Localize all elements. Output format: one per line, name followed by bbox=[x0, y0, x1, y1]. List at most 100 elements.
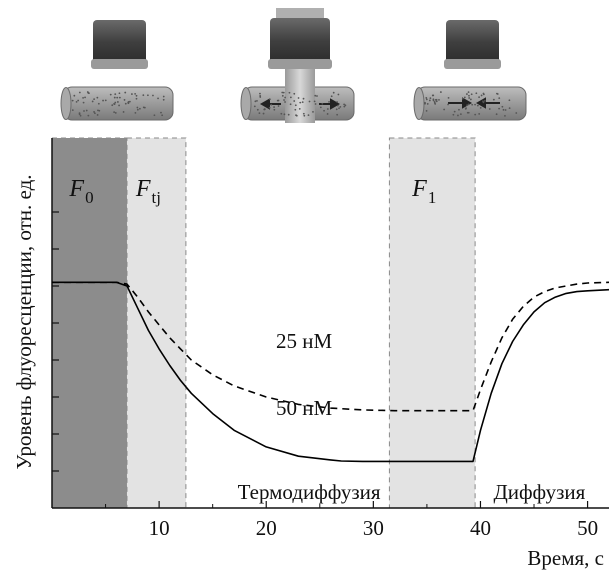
molecule-dot bbox=[483, 99, 486, 102]
molecule-dot bbox=[515, 112, 518, 114]
molecule-dot bbox=[273, 108, 276, 111]
molecule-dot bbox=[433, 101, 436, 104]
molecule-dot bbox=[298, 107, 301, 110]
capillary-icon bbox=[60, 86, 174, 121]
molecule-dot bbox=[308, 100, 311, 103]
molecule-dot bbox=[434, 98, 437, 101]
molecule-dot bbox=[85, 109, 88, 112]
molecule-dot bbox=[336, 101, 338, 103]
molecule-dot bbox=[498, 107, 501, 110]
molecule-dot bbox=[91, 100, 94, 103]
stage-illustration-3 bbox=[413, 20, 527, 121]
molecule-dot bbox=[458, 108, 460, 111]
molecule-dot bbox=[424, 101, 426, 104]
molecule-dot bbox=[482, 92, 485, 95]
molecule-dot bbox=[268, 98, 271, 101]
molecule-dot bbox=[75, 100, 78, 103]
molecule-dot bbox=[335, 108, 338, 111]
molecule-dot bbox=[73, 94, 76, 97]
molecule-dot bbox=[282, 91, 285, 94]
molecule-dot bbox=[495, 113, 498, 116]
molecule-dot bbox=[109, 93, 112, 96]
molecule-dot bbox=[343, 103, 346, 106]
molecule-dot bbox=[498, 97, 501, 100]
molecule-dot bbox=[337, 93, 340, 96]
molecule-dot bbox=[152, 94, 154, 97]
x-tick-label: 20 bbox=[256, 516, 277, 540]
molecule-dot bbox=[124, 91, 127, 94]
molecule-dot bbox=[114, 112, 117, 114]
molecule-dot bbox=[496, 93, 499, 95]
molecule-dot bbox=[97, 109, 99, 112]
molecule-dot bbox=[113, 111, 116, 114]
molecule-dot bbox=[307, 114, 310, 117]
molecule-dot bbox=[332, 91, 335, 94]
molecule-dots bbox=[71, 91, 518, 117]
molecule-dot bbox=[447, 103, 449, 106]
molecule-dot bbox=[299, 101, 302, 104]
molecule-dot bbox=[474, 113, 477, 116]
molecule-dot bbox=[114, 93, 117, 96]
molecule-dot bbox=[502, 108, 505, 111]
molecule-dot bbox=[102, 99, 104, 102]
molecule-dot bbox=[142, 106, 145, 109]
molecule-dot bbox=[113, 102, 115, 105]
molecule-dot bbox=[431, 94, 434, 97]
molecule-dot bbox=[504, 109, 507, 111]
molecule-dot bbox=[439, 91, 442, 93]
molecule-dot bbox=[281, 91, 284, 94]
molecule-dot bbox=[288, 91, 291, 94]
molecule-dot bbox=[336, 113, 339, 116]
molecule-dot bbox=[293, 100, 296, 102]
molecule-dot bbox=[294, 108, 297, 111]
molecule-dot bbox=[482, 101, 485, 104]
molecule-dot bbox=[452, 113, 455, 116]
molecule-dot bbox=[488, 108, 491, 110]
molecule-dot bbox=[284, 101, 286, 103]
molecule-dot bbox=[153, 114, 156, 117]
molecule-dot bbox=[504, 114, 506, 117]
molecule-dot bbox=[161, 114, 164, 117]
molecule-dot bbox=[476, 104, 479, 107]
molecule-dot bbox=[122, 111, 125, 113]
molecule-dot bbox=[116, 101, 119, 103]
molecule-dot bbox=[128, 100, 131, 103]
molecule-dot bbox=[478, 113, 481, 115]
molecule-dot bbox=[323, 109, 325, 112]
phase-label-thermodiffusion: Термодиффузия bbox=[238, 480, 381, 504]
molecule-dot bbox=[79, 114, 82, 117]
molecule-dot bbox=[83, 110, 85, 112]
molecule-dot bbox=[312, 111, 314, 113]
x-tick-label: 10 bbox=[149, 516, 170, 540]
molecule-dot bbox=[256, 108, 259, 111]
molecule-dot bbox=[273, 106, 275, 108]
molecule-dot bbox=[96, 96, 99, 99]
molecule-dot bbox=[478, 96, 480, 99]
molecule-dot bbox=[426, 103, 429, 105]
molecule-dot bbox=[297, 97, 300, 99]
molecule-dot bbox=[303, 114, 306, 117]
molecule-dot bbox=[259, 96, 262, 98]
molecule-dot bbox=[259, 92, 261, 95]
molecule-dot bbox=[160, 111, 162, 114]
molecule-dot bbox=[492, 98, 495, 101]
molecule-dot bbox=[94, 112, 96, 115]
molecule-dot bbox=[162, 98, 165, 101]
molecule-dot bbox=[508, 99, 511, 102]
molecule-dot bbox=[258, 112, 261, 115]
stage-illustration-1 bbox=[60, 20, 174, 121]
molecule-dot bbox=[281, 94, 284, 97]
molecule-dot bbox=[87, 114, 90, 117]
molecule-dot bbox=[287, 113, 290, 116]
molecule-dot bbox=[253, 105, 256, 108]
molecule-dot bbox=[78, 113, 81, 116]
molecule-dot bbox=[157, 97, 159, 100]
molecule-dot bbox=[295, 114, 298, 117]
molecule-dot bbox=[314, 103, 317, 105]
molecule-dot bbox=[432, 99, 435, 102]
molecule-dot bbox=[142, 94, 145, 97]
molecule-dot bbox=[464, 107, 467, 110]
chart-labels: Уровень флуоресценции, отн. ед. Время, с… bbox=[12, 174, 604, 570]
molecule-dot bbox=[343, 105, 346, 108]
molecule-dot bbox=[344, 104, 347, 107]
